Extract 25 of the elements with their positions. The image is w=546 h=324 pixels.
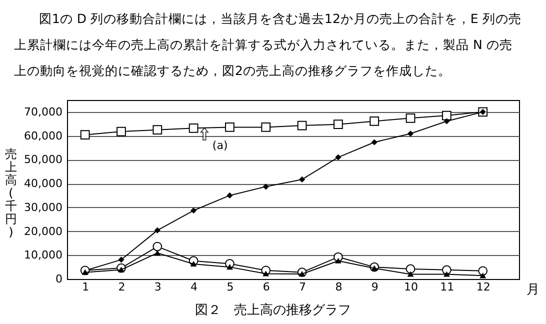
y-tick-label: 60,000 [24,129,62,142]
x-tick-label: 4 [190,280,198,294]
y-tick-label: 30,000 [24,200,62,214]
text: 図２ 売上高の推移グラフ [195,302,351,318]
x-tick-label: 1 [82,280,90,294]
y-axis-title: 売上高(千円) [4,147,18,239]
y-tick-label: 10,000 [24,248,62,262]
y-tick-label: 20,000 [24,224,62,238]
x-tick-label: 10 [404,280,418,294]
y-tick-label: 0 [56,272,62,286]
x-tick-label: 9 [371,280,378,294]
caption: 図1の D 列の移動合計欄には，当該月を含む過去12か月の売上の合計を，E 列の売上累計欄には今年の売上高の累計を計算する式が入力されている。また，製品 N の売上の動向を視覚的に確認するため，図2の売上高の推移グラフを作成した。 [14,10,522,80]
x-tick-label: 8 [335,280,342,294]
x-tick-label: 11 [440,280,454,294]
y-tick-label: 70,000 [24,105,62,118]
x-tick-label: 7 [299,280,306,294]
x-tick-label: 6 [262,280,270,294]
x-tick-label: 12 [476,280,490,294]
x-tick-label: 5 [226,280,234,294]
x-tick-label: 2 [118,280,126,294]
x-tick-label: 3 [154,280,162,294]
annotation: (a) [212,138,228,152]
y-tick-label: 40,000 [24,177,62,190]
y-tick-label: 50,000 [24,153,62,166]
x-axis-title: 月 [526,282,540,298]
